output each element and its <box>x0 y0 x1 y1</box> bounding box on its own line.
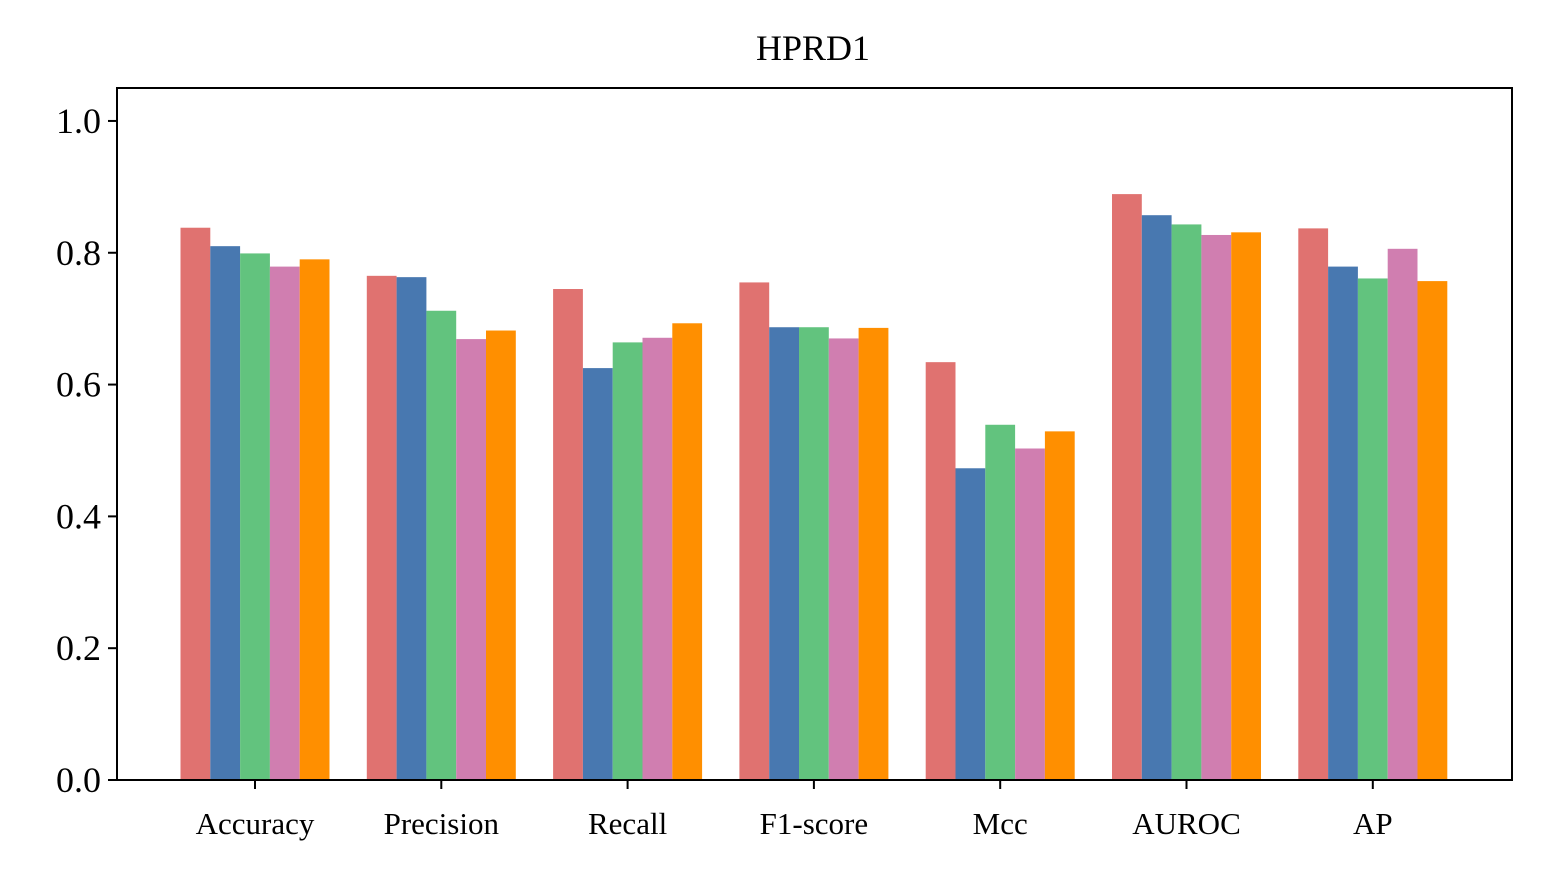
y-tick-label: 0.6 <box>56 365 101 405</box>
bar-accuracy-series-5 <box>299 259 330 781</box>
y-tick-label: 0.4 <box>56 496 101 536</box>
x-tick-label: Precision <box>384 806 500 841</box>
y-axis: 0.0 0.2 0.4 0.6 0.8 1.0 <box>56 101 117 800</box>
bars-group <box>180 194 1448 781</box>
bar-f1-score-series-1 <box>739 282 770 780</box>
bar-accuracy-series-1 <box>180 227 211 781</box>
bar-mcc-series-3 <box>985 424 1016 780</box>
bar-ap-series-3 <box>1357 278 1388 780</box>
x-axis: Accuracy Precision Recall F1-score Mcc AUROC A… <box>196 780 1393 841</box>
bar-f1-score-series-4 <box>828 338 859 780</box>
bar-mcc-series-2 <box>955 468 986 780</box>
bar-auroc-series-5 <box>1231 232 1261 780</box>
chart-title: HPRD1 <box>756 28 870 68</box>
x-tick-label: F1-score <box>760 806 868 841</box>
bar-precision-series-2 <box>396 277 427 780</box>
y-tick-label: 0.2 <box>56 628 101 668</box>
bar-precision-series-3 <box>426 310 457 780</box>
bar-recall-series-1 <box>553 289 583 780</box>
y-tick-label: 0.8 <box>56 233 101 273</box>
bar-recall-series-5 <box>672 323 703 780</box>
bar-auroc-series-2 <box>1141 215 1172 780</box>
x-tick-label: Accuracy <box>196 806 315 841</box>
bar-f1-score-series-3 <box>799 327 829 780</box>
y-tick-label: 1.0 <box>56 101 101 141</box>
x-tick-label: AP <box>1353 806 1393 841</box>
bar-accuracy-series-4 <box>269 266 300 781</box>
bar-mcc-series-5 <box>1044 431 1075 780</box>
bar-f1-score-series-2 <box>769 327 799 780</box>
bar-ap-series-4 <box>1387 248 1418 780</box>
bar-recall-series-4 <box>642 337 673 780</box>
x-tick-label: AUROC <box>1132 806 1241 841</box>
bar-accuracy-series-2 <box>210 246 241 781</box>
bar-auroc-series-1 <box>1112 194 1142 781</box>
bar-ap-series-1 <box>1298 228 1329 780</box>
bar-f1-score-series-5 <box>858 327 889 780</box>
bar-precision-series-4 <box>456 339 486 780</box>
bar-precision-series-5 <box>486 330 516 780</box>
bar-mcc-series-1 <box>925 362 956 780</box>
x-tick-label: Mcc <box>973 806 1028 841</box>
bar-auroc-series-4 <box>1201 234 1232 781</box>
bar-mcc-series-4 <box>1015 448 1045 780</box>
x-tick-label: Recall <box>588 806 667 841</box>
bar-precision-series-1 <box>366 275 397 780</box>
plot-frame <box>116 87 1513 781</box>
bar-ap-series-5 <box>1417 281 1448 780</box>
bar-ap-series-2 <box>1328 266 1358 781</box>
bar-accuracy-series-3 <box>240 253 270 781</box>
bar-recall-series-3 <box>612 342 643 780</box>
bar-auroc-series-3 <box>1171 224 1202 781</box>
y-tick-label: 0.0 <box>56 760 101 800</box>
bar-recall-series-2 <box>582 368 613 780</box>
